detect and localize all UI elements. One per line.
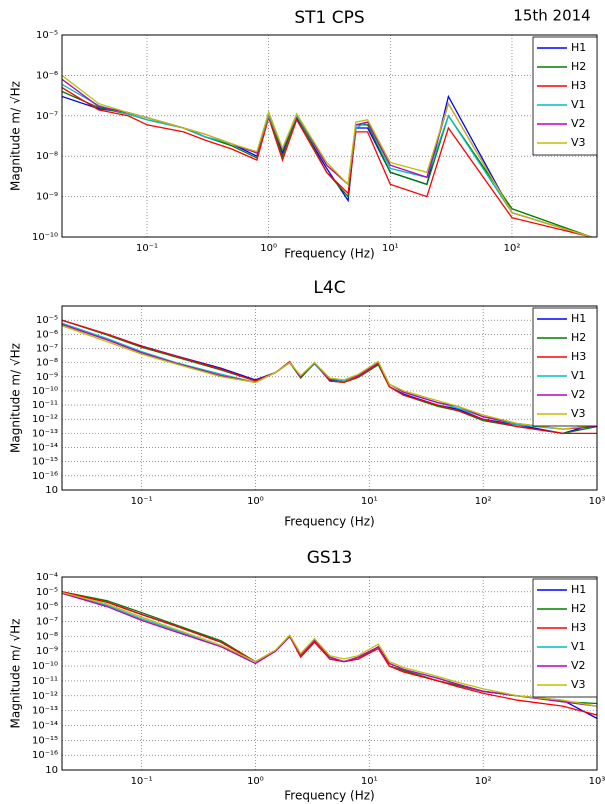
y-tick-label: 10⁻¹⁶: [32, 471, 58, 482]
plot-area: [62, 306, 597, 490]
y-tick-label: 10⁻¹⁰: [32, 386, 58, 397]
x-tick-label: 10⁻¹: [131, 776, 153, 787]
y-tick-label: 10⁻⁸: [36, 358, 58, 369]
x-tick-label: 10³: [589, 496, 605, 507]
y-axis-label: Magnitude m/ √Hz: [9, 343, 23, 453]
plot-area: [62, 577, 597, 770]
series-line: [62, 74, 592, 237]
y-tick-label: 10⁻¹⁴: [32, 720, 58, 731]
series-line: [62, 592, 597, 707]
x-tick-label: 10⁰: [260, 243, 277, 254]
legend-label: H3: [571, 621, 586, 634]
x-tick-label: 10¹: [361, 776, 378, 787]
legend-label: H1: [571, 583, 586, 596]
y-tick-label: 10⁻⁹: [36, 192, 58, 203]
y-tick-label: 10⁻⁸: [36, 631, 58, 642]
x-tick-label: 10¹: [361, 496, 378, 507]
x-tick-label: 10²: [504, 243, 521, 254]
y-tick-label: 10: [45, 765, 58, 776]
plot-area: [62, 35, 597, 237]
annotation: 15th 2014: [513, 7, 590, 25]
x-tick-label: 10²: [475, 496, 492, 507]
legend-label: V3: [571, 407, 586, 420]
y-tick-label: 10⁻¹⁰: [32, 661, 58, 672]
y-tick-label: 10⁻¹¹: [32, 676, 58, 687]
y-tick-label: 10⁻¹⁴: [32, 443, 58, 454]
series-group: [62, 591, 597, 719]
y-tick-label: 10⁻¹⁵: [32, 735, 58, 746]
y-tick-label: 10⁻⁵: [36, 315, 58, 326]
series-line: [62, 319, 597, 435]
y-tick-label: 10⁻¹⁵: [32, 457, 58, 468]
legend-label: V2: [571, 659, 586, 672]
y-tick-label: 10⁻¹³: [32, 706, 58, 717]
y-tick-label: 10⁻⁷: [36, 343, 58, 354]
series-group: [62, 74, 592, 237]
legend-box: [532, 36, 598, 156]
legend-label: H2: [571, 60, 586, 73]
x-tick-label: 10¹: [382, 243, 399, 254]
x-tick-label: 10⁻¹: [131, 496, 153, 507]
y-tick-label: 10⁻⁵: [36, 30, 58, 41]
y-tick-label: 10⁻¹¹: [32, 400, 58, 411]
series-line: [62, 591, 597, 716]
legend-label: V1: [571, 640, 586, 653]
chart-title: GS13: [307, 548, 353, 568]
y-tick-label: 10⁻⁵: [36, 587, 58, 598]
series-group: [62, 319, 597, 435]
series-line: [62, 87, 592, 237]
x-axis-label: Frequency (Hz): [284, 515, 375, 529]
y-tick-label: 10⁻⁴: [36, 572, 58, 583]
legend-label: H3: [571, 79, 586, 92]
legend-box: [532, 578, 598, 698]
y-tick-label: 10⁻⁹: [36, 372, 58, 383]
x-tick-label: 10⁰: [247, 776, 264, 787]
y-tick-label: 10⁻¹³: [32, 428, 58, 439]
legend-label: V2: [571, 117, 586, 130]
legend-box: [532, 307, 598, 427]
x-tick-label: 10⁰: [247, 496, 264, 507]
legend-label: H2: [571, 602, 586, 615]
chart-title: ST1 CPS: [294, 8, 364, 28]
y-tick-label: 10⁻⁶: [36, 70, 58, 81]
x-tick-label: 10²: [475, 776, 492, 787]
y-tick-label: 10⁻⁶: [36, 329, 58, 340]
series-line: [62, 325, 597, 430]
legend-label: V1: [571, 369, 586, 382]
y-tick-label: 10⁻⁷: [36, 111, 58, 122]
legend-label: V3: [571, 136, 586, 149]
y-axis-label: Magnitude m/ √Hz: [9, 81, 23, 191]
legend-label: V1: [571, 98, 586, 111]
legend-label: V2: [571, 388, 586, 401]
legend-label: H2: [571, 331, 586, 344]
chart-title: L4C: [313, 278, 345, 298]
x-axis-label: Frequency (Hz): [284, 247, 375, 261]
y-tick-label: 10⁻¹⁰: [32, 232, 58, 243]
y-tick-label: 10⁻¹²: [32, 691, 58, 702]
y-axis-label: Magnitude m/ √Hz: [9, 619, 23, 729]
legend-label: V3: [571, 678, 586, 691]
y-tick-label: 10⁻⁶: [36, 602, 58, 613]
y-tick-label: 10⁻⁷: [36, 617, 58, 628]
y-tick-label: 10⁻¹²: [32, 414, 58, 425]
x-axis-label: Frequency (Hz): [284, 789, 375, 803]
series-line: [62, 591, 597, 707]
y-tick-label: 10⁻⁹: [36, 646, 58, 657]
legend-label: H3: [571, 350, 586, 363]
legend-label: H1: [571, 41, 586, 54]
y-tick-label: 10: [45, 485, 58, 496]
y-tick-label: 10⁻¹⁶: [32, 750, 58, 761]
x-tick-label: 10⁻¹: [136, 243, 158, 254]
legend-label: H1: [571, 312, 586, 325]
x-tick-label: 10³: [589, 776, 605, 787]
y-tick-label: 10⁻⁸: [36, 151, 58, 162]
